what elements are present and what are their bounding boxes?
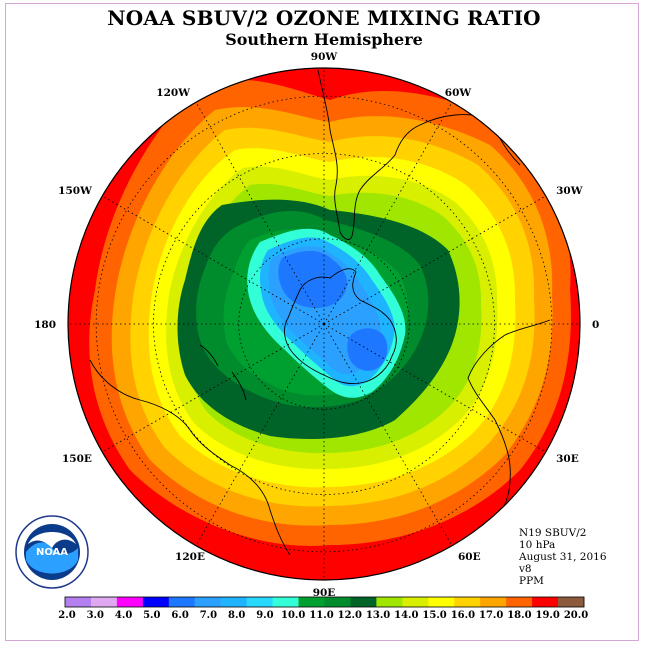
graticule bbox=[68, 68, 580, 580]
longitude-label: 90E bbox=[313, 587, 336, 599]
color-bar-tick-label: 18.0 bbox=[507, 610, 531, 621]
latitude-circle-1 bbox=[238, 238, 410, 410]
longitude-label: 30E bbox=[556, 453, 579, 465]
color-bar-swatch bbox=[532, 597, 559, 607]
color-bar-tick-label: 20.0 bbox=[564, 610, 588, 621]
color-bar-swatch bbox=[454, 597, 481, 607]
color-bar-swatch bbox=[480, 597, 507, 607]
color-bar-tick-label: 15.0 bbox=[422, 610, 446, 621]
info-version: v8 bbox=[519, 563, 532, 575]
color-bar-tick-label: 11.0 bbox=[309, 610, 333, 621]
longitude-label: 150W bbox=[58, 185, 92, 197]
color-bar-tick-label: 12.0 bbox=[338, 610, 362, 621]
color-bar-tick-label: 5.0 bbox=[143, 610, 160, 621]
south-america-coast bbox=[317, 69, 521, 240]
color-bar-tick-label: 4.0 bbox=[115, 610, 132, 621]
color-bar-swatch bbox=[272, 597, 299, 607]
color-bar-swatch bbox=[65, 597, 92, 607]
color-bar-swatch bbox=[116, 597, 144, 607]
color-bar-border bbox=[64, 596, 585, 608]
globe-border bbox=[67, 67, 581, 581]
color-bar-swatch bbox=[220, 597, 248, 607]
longitude-label: 180 bbox=[34, 319, 56, 331]
color-bar-tick-label: 3.0 bbox=[87, 610, 104, 621]
info-satellite: N19 SBUV/2 bbox=[519, 527, 587, 539]
longitude-label: 30W bbox=[556, 185, 583, 197]
color-bar-swatch bbox=[298, 597, 325, 607]
longitude-label: 120E bbox=[175, 551, 205, 563]
longitude-label: 150E bbox=[62, 453, 92, 465]
longitude-label: 90W bbox=[311, 51, 338, 63]
color-bar-tick-label: 16.0 bbox=[451, 610, 475, 621]
latitude-circle-3 bbox=[95, 95, 553, 553]
color-bar-tick-label: 8.0 bbox=[228, 610, 245, 621]
color-bar-tick-label: 17.0 bbox=[479, 610, 503, 621]
field-band-6b bbox=[347, 328, 388, 371]
color-bar-swatch bbox=[324, 597, 351, 607]
info-date: August 31, 2016 bbox=[519, 551, 607, 563]
longitude-label: 120W bbox=[156, 87, 190, 99]
antarctica-coast bbox=[284, 268, 397, 385]
color-bar-swatch bbox=[428, 597, 455, 607]
latitude-circle-2 bbox=[153, 153, 495, 495]
page-frame bbox=[5, 3, 639, 641]
color-bar-tick-label: 7.0 bbox=[200, 610, 217, 621]
color-bar-swatch bbox=[402, 597, 429, 607]
info-block: N19 SBUV/2 10 hPa August 31, 2016 v8 PPM bbox=[519, 527, 607, 587]
color-bar-tick-label: 13.0 bbox=[366, 610, 390, 621]
longitude-label: 60W bbox=[445, 87, 472, 99]
color-bar-swatch bbox=[376, 597, 403, 607]
color-bar-tick-label: 10.0 bbox=[281, 610, 305, 621]
color-bar-swatch bbox=[194, 597, 222, 607]
color-bar-swatch bbox=[558, 597, 585, 607]
longitude-labels: 0 30W 60W 90W 120W 150W 180 150E 120E 90E 60E 30E bbox=[34, 51, 599, 599]
longitude-label: 60E bbox=[458, 551, 481, 563]
color-bar: 2.0 3.0 4.0 5.0 6.0 7.0 8.0 9.0 10.0 11.0 12.0 13.0… bbox=[58, 596, 588, 621]
color-bar-swatch bbox=[246, 597, 273, 607]
color-bar-swatch bbox=[350, 597, 377, 607]
color-bar-tick-label: 9.0 bbox=[256, 610, 273, 621]
color-bar-tick-label: 6.0 bbox=[171, 610, 188, 621]
page-subtitle: Southern Hemisphere bbox=[225, 30, 423, 49]
australia-coast bbox=[89, 359, 291, 556]
color-bar-swatch bbox=[90, 597, 118, 607]
new-zealand-coast bbox=[199, 344, 247, 401]
color-bar-swatch bbox=[142, 597, 170, 607]
color-bar-tick-label: 14.0 bbox=[394, 610, 418, 621]
color-bar-swatch bbox=[506, 597, 533, 607]
longitude-label: 0 bbox=[592, 319, 599, 331]
color-bar-swatch bbox=[168, 597, 196, 607]
info-level: 10 hPa bbox=[519, 539, 556, 551]
color-bar-tick-label: 19.0 bbox=[536, 610, 560, 621]
info-units: PPM bbox=[519, 575, 544, 587]
color-bar-tick-label: 2.0 bbox=[58, 610, 75, 621]
page-title: NOAA SBUV/2 OZONE MIXING RATIO bbox=[107, 6, 541, 30]
